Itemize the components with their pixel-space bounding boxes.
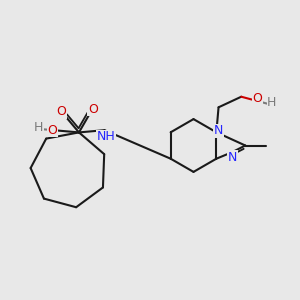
Text: NH: NH <box>97 130 116 143</box>
Text: O: O <box>56 105 66 118</box>
Text: H: H <box>267 96 277 109</box>
Text: O: O <box>88 103 98 116</box>
Text: H: H <box>34 121 43 134</box>
Text: N: N <box>228 151 237 164</box>
Text: O: O <box>252 92 262 105</box>
Text: N: N <box>214 124 224 137</box>
Text: O: O <box>47 124 57 137</box>
